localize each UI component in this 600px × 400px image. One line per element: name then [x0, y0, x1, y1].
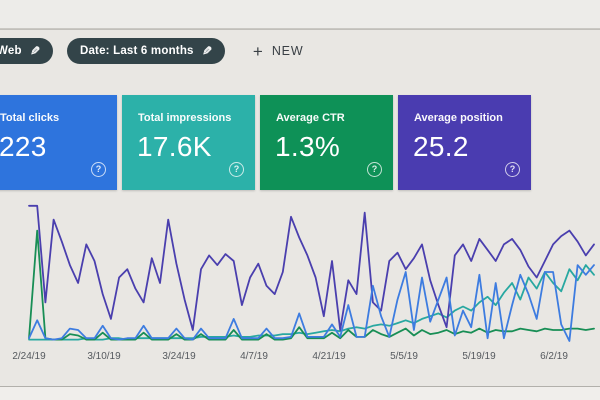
metric-card-label: Average CTR — [276, 112, 345, 124]
help-icon[interactable]: ? — [229, 162, 244, 177]
x-tick-label: 5/19/19 — [462, 351, 496, 362]
bottom-divider — [0, 386, 600, 388]
new-button-label: NEW — [271, 44, 304, 58]
help-icon[interactable]: ? — [367, 162, 382, 177]
performance-chart-canvas — [28, 204, 595, 342]
x-tick-label: 5/5/19 — [390, 351, 418, 362]
x-tick-label: 3/10/19 — [87, 351, 121, 362]
metric-card-label: Total clicks — [0, 112, 60, 124]
metric-card-total-clicks[interactable]: Total clicks 223 ? — [0, 95, 117, 190]
metric-card-value: 1.3% — [275, 131, 341, 162]
metric-cards-row: Total clicks 223 ? Total impressions 17.… — [0, 95, 536, 190]
metric-card-label: Average position — [414, 112, 503, 124]
metric-card-average-ctr[interactable]: Average CTR 1.3% ? — [260, 95, 393, 190]
screen-top-bezel — [0, 0, 600, 28]
metric-card-value: 223 — [0, 131, 47, 162]
filter-chip-label: Web — [0, 45, 22, 57]
x-tick-label: 4/21/19 — [312, 351, 346, 362]
metric-card-average-position[interactable]: Average position 25.2 ? — [398, 95, 531, 190]
x-tick-label: 3/24/19 — [162, 351, 196, 362]
filter-chip-search-type[interactable]: Web ✎ — [0, 38, 53, 64]
plus-icon: + — [252, 41, 263, 61]
metric-card-total-impressions[interactable]: Total impressions 17.6K ? — [122, 95, 255, 190]
x-tick-label: 4/7/19 — [240, 351, 268, 362]
x-axis: 2/24/19 3/10/19 3/24/19 4/7/19 4/21/19 5/5/19… — [0, 351, 600, 365]
screen-bottom-bezel — [0, 387, 600, 400]
help-icon[interactable]: ? — [505, 162, 520, 177]
series-line-total-clicks — [28, 264, 595, 342]
x-tick-label: 6/2/19 — [540, 351, 568, 362]
filter-chip-date-range[interactable]: Date: Last 6 months ✎ — [66, 38, 225, 64]
new-filter-button[interactable]: + NEW — [247, 42, 310, 61]
performance-chart[interactable] — [24, 198, 600, 348]
help-icon[interactable]: ? — [91, 162, 106, 177]
pencil-icon: ✎ — [29, 44, 40, 58]
series-line-average-position — [28, 204, 595, 331]
top-edge-hairline — [0, 28, 600, 30]
x-tick-label: 2/24/19 — [12, 351, 46, 362]
filter-chip-label: Date: Last 6 months — [79, 45, 194, 57]
filter-toolbar: Web ✎ Date: Last 6 months ✎ + NEW — [0, 37, 309, 65]
pencil-icon: ✎ — [201, 44, 212, 58]
metric-card-label: Total impressions — [138, 112, 232, 124]
metric-card-value: 17.6K — [137, 131, 212, 162]
metric-card-value: 25.2 — [413, 131, 469, 162]
